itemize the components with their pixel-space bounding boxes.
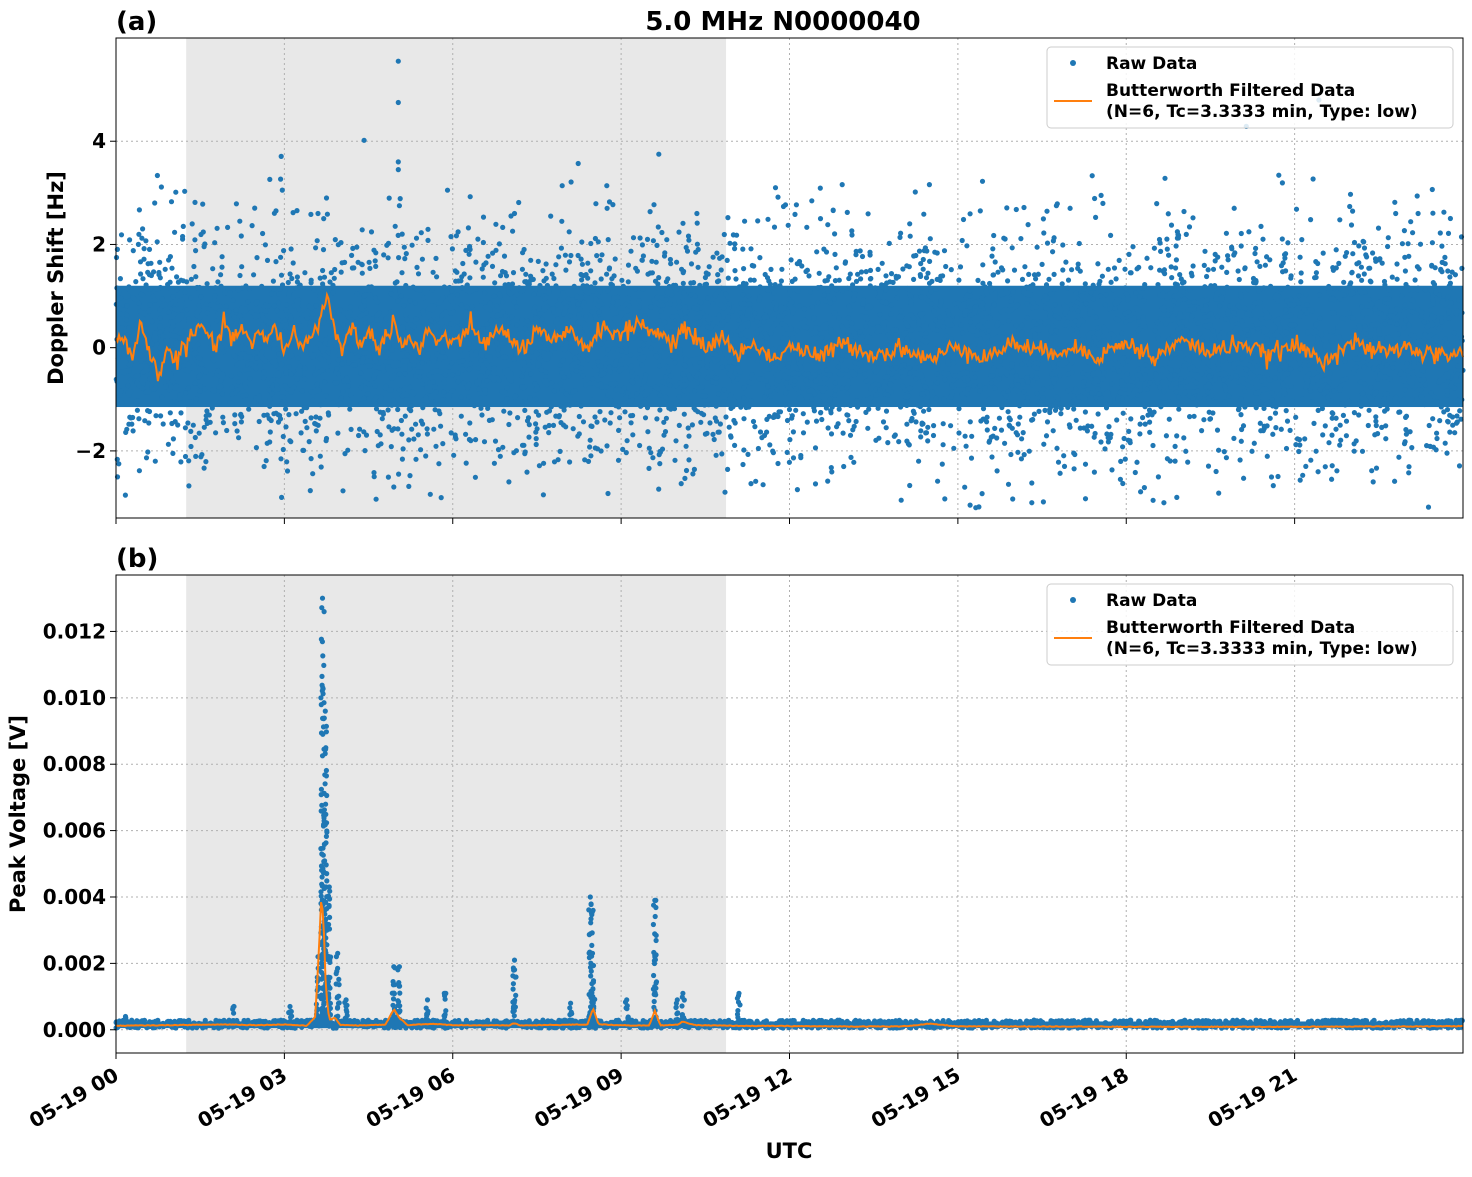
raw-data-series — [113, 595, 1465, 1031]
legend-box — [1046, 583, 1454, 666]
x-axis-ticks: 05-19 00 05-19 03 05-19 06 05-19 09 05-19 12… — [25, 1053, 1301, 1133]
y-axis-ticks: 0.000 0.002 0.004 0.006 0.008 0.010 0.012 — [43, 619, 116, 1042]
x-tick-label: 05-19 15 — [867, 1063, 965, 1133]
y-tick-label: 0.008 — [43, 752, 106, 776]
legend-raw-label: Raw Data — [1106, 591, 1197, 611]
x-axis-ticks — [115, 518, 1296, 524]
y-tick-label: −2 — [75, 439, 106, 463]
daylight-shade — [186, 38, 727, 518]
y-axis-ticks: −2 0 2 4 — [75, 129, 116, 463]
filtered-data-line — [116, 901, 1464, 1029]
legend-raw-label: Raw Data — [1106, 54, 1197, 74]
legend-raw-marker — [1070, 60, 1076, 66]
y-tick-label: 0.006 — [43, 819, 106, 843]
daylight-shade — [186, 575, 727, 1053]
x-tick-label: 05-19 21 — [1204, 1063, 1302, 1133]
y-tick-label: 4 — [92, 129, 106, 153]
legend-filtered-params: (N=6, Tc=3.3333 min, Type: low) — [1106, 639, 1418, 659]
legend-raw-marker — [1070, 597, 1076, 603]
x-tick-label: 05-19 09 — [530, 1063, 628, 1133]
y-tick-label: 0.004 — [43, 885, 106, 909]
y-tick-label: 0.010 — [43, 686, 106, 710]
raw-data-points — [113, 58, 1466, 511]
y-axis-label: Doppler Shift [Hz] — [44, 171, 68, 385]
legend-box — [1046, 46, 1454, 129]
x-tick-label: 05-19 06 — [362, 1063, 460, 1133]
doppler-shift-panel: −2 0 2 4 (a) 5.0 MHz N0000040 Doppler Shift… — [44, 7, 1466, 524]
panel-label: (a) — [116, 7, 157, 37]
legend: Raw Data Butterworth Filtered Data (N=6,… — [1046, 583, 1454, 666]
y-tick-label: 2 — [92, 232, 106, 256]
y-tick-label: 0 — [92, 336, 106, 360]
legend: Raw Data Butterworth Filtered Data (N=6,… — [1046, 46, 1454, 129]
peak-voltage-panel: 0.000 0.002 0.004 0.006 0.008 0.010 0.012 05-1… — [6, 544, 1465, 1163]
x-tick-label: 05-19 03 — [193, 1063, 291, 1133]
legend-filtered-params: (N=6, Tc=3.3333 min, Type: low) — [1106, 102, 1418, 122]
y-tick-label: 0.000 — [43, 1018, 106, 1042]
x-axis-label: UTC — [766, 1139, 813, 1163]
y-axis-label: Peak Voltage [V] — [6, 715, 30, 913]
legend-filtered-label: Butterworth Filtered Data — [1106, 618, 1355, 638]
legend-filtered-label: Butterworth Filtered Data — [1106, 81, 1355, 101]
y-tick-label: 0.012 — [43, 619, 106, 643]
x-tick-label: 05-19 12 — [698, 1063, 796, 1133]
x-tick-label: 05-19 18 — [1035, 1063, 1133, 1133]
figure-title: 5.0 MHz N0000040 — [645, 7, 920, 37]
filtered-data-line — [115, 291, 1464, 382]
panel-label: (b) — [116, 544, 158, 574]
x-tick-label: 05-19 00 — [25, 1063, 123, 1133]
y-tick-label: 0.002 — [43, 951, 106, 975]
